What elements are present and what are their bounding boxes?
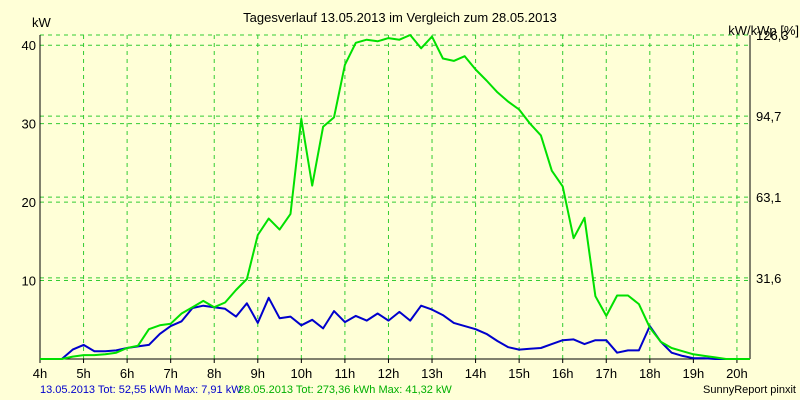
y-tick-label-right: 63,1 [756, 190, 781, 205]
x-tick-label: 6h [120, 366, 134, 381]
legend-blue-summary: 13.05.2013 Tot: 52,55 kWh Max: 7,91 kW [40, 384, 242, 396]
x-tick-label: 14h [465, 366, 487, 381]
chart-title: Tagesverlauf 13.05.2013 im Vergleich zum… [243, 10, 557, 25]
y-tick-label-left: 20 [22, 195, 36, 210]
x-tick-label: 17h [595, 366, 617, 381]
grid [39, 34, 750, 359]
y-tick-label-right: 94,7 [756, 109, 781, 124]
x-tick-label: 15h [508, 366, 530, 381]
x-tick-label: 11h [335, 366, 356, 381]
x-tick-label: 5h [76, 366, 90, 381]
y-axis-right-label: kW/kWp [%] [728, 23, 799, 38]
y-axis-left-label: kW [32, 15, 52, 30]
x-tick-label: 7h [163, 366, 177, 381]
x-tick-label: 13h [421, 366, 443, 381]
x-tick-label: 20h [726, 366, 748, 381]
series-line-13-05-2013 [40, 296, 750, 360]
tick-labels: 4h 5h 6h 7h 8h 9h 10h 11h 12h 13h 14h 15h 16h 17h 18h 1… [22, 28, 789, 381]
x-tick-label: 4h [33, 366, 47, 381]
y-tick-label-left: 10 [22, 274, 36, 289]
series-line-28-05-2013 [40, 34, 750, 360]
x-tick-label: 12h [378, 366, 400, 381]
legend-green-summary: 28.05.2013 Tot: 273,36 kWh Max: 41,32 kW [238, 384, 452, 396]
x-tick-label: 16h [552, 366, 574, 381]
y-tick-label-right: 31,6 [756, 271, 781, 286]
axes [39, 35, 751, 363]
y-tick-label-left: 40 [22, 38, 36, 53]
series-lines [40, 34, 750, 360]
x-tick-label: 10h [290, 366, 312, 381]
y-tick-label-right: 126,3 [756, 28, 789, 43]
footer-credit: SunnyReport pinxit [703, 384, 796, 396]
x-tick-label: 19h [683, 366, 705, 381]
x-tick-label: 8h [207, 366, 221, 381]
x-tick-label: 18h [639, 366, 661, 381]
y-tick-label-left: 30 [22, 117, 36, 132]
x-tick-label: 9h [251, 366, 265, 381]
